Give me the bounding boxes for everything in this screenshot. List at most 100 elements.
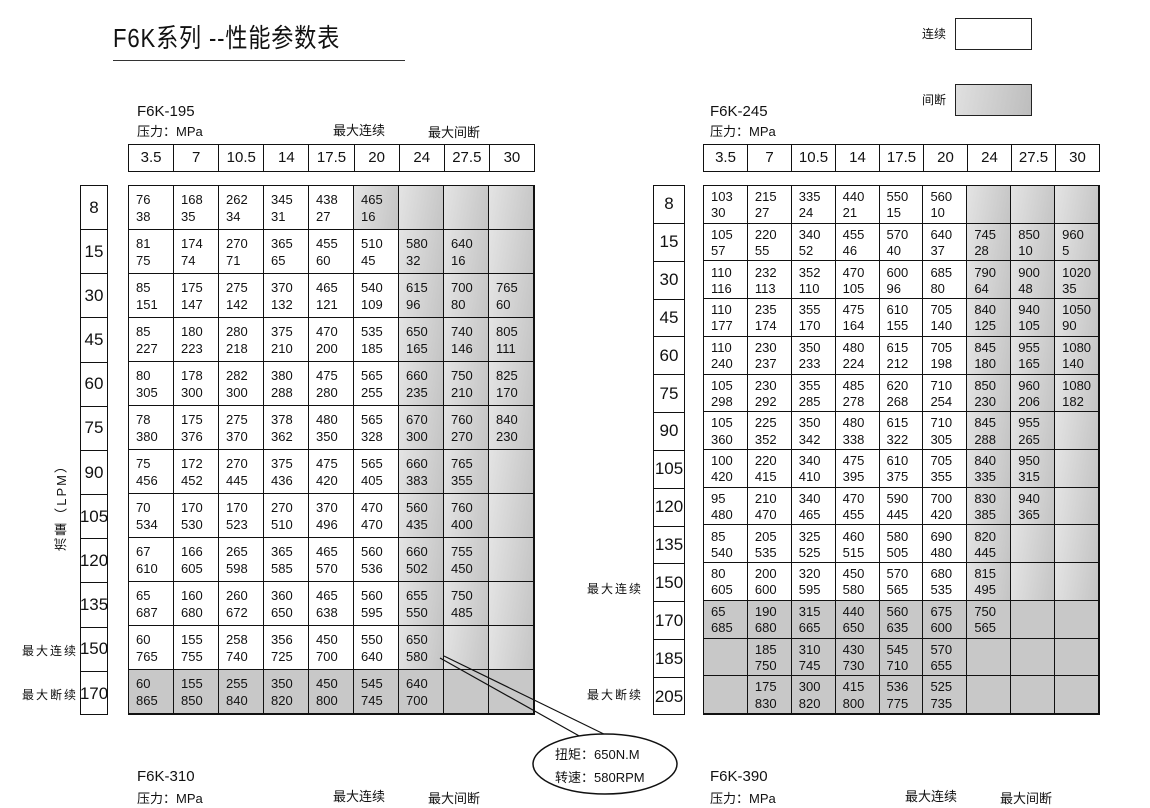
speed-value: 700: [406, 692, 428, 708]
speed-value: 285: [798, 393, 821, 409]
flow-column: 8 15 30 45 60 75 90 105 120 135 150 170: [80, 185, 108, 715]
torque-value: 710: [930, 415, 953, 431]
speed-value: 672: [226, 604, 248, 620]
table-cell: 825 170: [489, 362, 534, 406]
table-cell: [1011, 563, 1056, 601]
speed-value: 420: [711, 469, 733, 485]
torque-value: 160: [181, 588, 203, 604]
table-cell: [489, 186, 534, 230]
torque-value: 565: [361, 456, 383, 472]
torque-value: 610: [886, 453, 909, 469]
flow-cell: 90: [81, 451, 107, 496]
torque-value: 170: [226, 500, 248, 516]
table-cell: 166 605: [174, 538, 219, 582]
table-cell: 750 565: [967, 600, 1012, 639]
torque-value: 570: [930, 641, 953, 657]
torque-value: 230: [754, 339, 777, 355]
torque-value: 610: [886, 302, 909, 318]
table-cell: 105 57: [704, 223, 748, 262]
table-cell: 455 46: [835, 223, 880, 262]
speed-value: 146: [451, 340, 473, 356]
table-cell: 840 335: [967, 450, 1012, 488]
flow-cell: 30: [81, 274, 107, 319]
speed-value: 850: [181, 692, 203, 708]
callout-speed: 转速：580RPM: [555, 770, 645, 785]
table-cell: [1011, 600, 1056, 639]
speed-value: 800: [842, 695, 865, 711]
performance-grid: 76 38 168 35 262 34 345 31 438 27 465 16 81 75 174 74 27…: [128, 185, 535, 715]
speed-value: 180: [974, 356, 997, 372]
pressure-header-row: 3.5 7 10.5 14 17.5 20 24 27.5 30: [128, 144, 535, 172]
pressure-label: 压力：MPa: [137, 791, 203, 806]
pressure-header-cell: 3.5: [129, 145, 175, 171]
speed-value: 450: [451, 560, 473, 576]
table-cell: 170 523: [219, 494, 264, 538]
pressure-header-cell: 24: [400, 145, 445, 171]
speed-value: 64: [974, 280, 989, 296]
table-cell: 185 750: [747, 638, 792, 677]
torque-value: 655: [406, 588, 428, 604]
row-max-intermittent-label: 最大断续: [587, 688, 644, 702]
table-cell: 65 687: [129, 582, 174, 626]
torque-value: 275: [226, 280, 248, 296]
torque-value: 180: [181, 324, 203, 340]
table-cell: 955 165: [1011, 336, 1056, 375]
torque-value: 85: [136, 280, 151, 296]
flow-cell: 135: [654, 527, 684, 565]
torque-value: 350: [798, 339, 821, 355]
table-cell: [1055, 450, 1099, 488]
torque-value: 615: [886, 415, 909, 431]
torque-value: 270: [226, 456, 248, 472]
torque-value: 110: [711, 339, 732, 355]
torque-value: 255: [226, 676, 248, 692]
torque-value: 1080: [1062, 339, 1092, 355]
speed-value: 105: [1018, 318, 1040, 334]
torque-value: 370: [316, 500, 338, 516]
torque-value: 845: [974, 339, 997, 355]
speed-value: 280: [316, 384, 338, 400]
torque-value: 105: [711, 226, 733, 242]
table-cell: [1055, 186, 1099, 224]
table-cell: 438 27: [309, 186, 354, 230]
flow-cell: 15: [81, 230, 107, 275]
table-cell: 356 725: [264, 626, 309, 670]
torque-value: 565: [361, 412, 383, 428]
table-cell: [489, 450, 534, 494]
table-cell: 215 27: [747, 186, 792, 224]
table-cell: 600 96: [879, 261, 924, 300]
torque-value: 232: [754, 264, 777, 280]
pressure-header-cell: 3.5: [704, 145, 748, 171]
table-cell: 615 322: [879, 412, 924, 450]
pressure-header-cell: 27.5: [445, 145, 490, 171]
torque-value: 378: [271, 412, 293, 428]
torque-value: 365: [271, 236, 293, 252]
table-cell: 580 32: [399, 230, 444, 274]
table-cell: 270 445: [219, 450, 264, 494]
flow-cell: 8: [654, 186, 684, 224]
speed-value: 465: [798, 507, 821, 523]
legend-continuous-label: 连续: [922, 27, 947, 41]
speed-value: 470: [361, 516, 383, 532]
speed-value: 268: [886, 393, 909, 409]
table-cell: 175 147: [174, 274, 219, 318]
torque-value: 560: [930, 189, 953, 205]
speed-value: 605: [181, 560, 203, 576]
speed-value: 840: [226, 692, 248, 708]
torque-value: 660: [406, 544, 428, 560]
torque-value: 450: [842, 566, 865, 582]
speed-value: 147: [181, 296, 203, 312]
speed-value: 206: [1018, 393, 1040, 409]
table-cell: 260 672: [219, 582, 264, 626]
table-cell: 850 10: [1011, 223, 1056, 262]
row-max-intermittent-label: 最大断续: [22, 688, 79, 702]
speed-value: 385: [974, 507, 997, 523]
speed-value: 598: [226, 560, 248, 576]
pressure-header-cell: 10.5: [792, 145, 836, 171]
torque-value: 470: [842, 490, 865, 506]
table-cell: 375 436: [264, 450, 309, 494]
table-cell: 355 285: [791, 374, 836, 413]
speed-value: 655: [930, 657, 953, 673]
table-cell: 355 170: [791, 299, 836, 337]
torque-value: 560: [406, 500, 428, 516]
speed-value: 395: [842, 469, 865, 485]
